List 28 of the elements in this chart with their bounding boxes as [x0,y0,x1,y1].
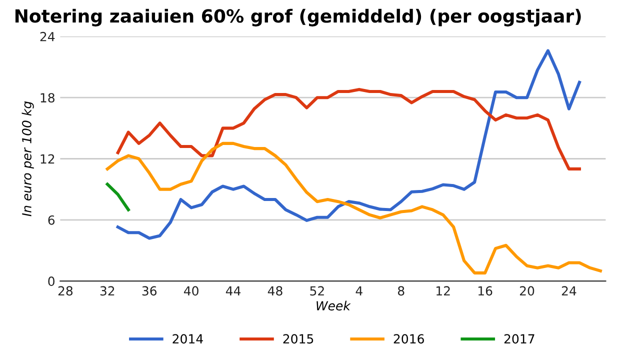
x-tick-label: 52 [310,286,324,296]
x-tick-label: 40 [184,286,198,296]
x-tick-label: 44 [226,286,241,296]
y-tick-label: 24 [40,32,55,42]
line-series [106,142,602,274]
x-tick-label: 28 [58,286,73,296]
legend-label: 2015 [283,334,314,344]
y-tick-label: 6 [48,215,55,225]
legend-label: 2017 [504,334,534,344]
legend-label: 2014 [172,334,203,344]
line-series [116,88,581,170]
line-series [116,49,581,240]
x-tick-label: 20 [520,286,534,296]
y-axis-title: In euro per 100 kg [22,101,34,216]
x-tick-label: 4 [356,286,362,296]
y-tick-label: 18 [40,93,54,103]
x-tick-label: 12 [436,286,450,296]
x-tick-label: 48 [268,286,282,296]
y-tick-label: 12 [40,154,54,164]
x-tick-label: 24 [562,286,576,296]
legend-label: 2016 [394,334,424,344]
x-tick-label: 8 [398,286,404,296]
x-axis-title: Week [316,300,351,310]
x-tick-label: 16 [478,286,492,296]
x-tick-label: 36 [142,286,157,296]
chart-title: Notering zaaiuien 60% grof (gemiddeld) (per oogstjaar) [15,8,581,26]
x-tick-label: 32 [100,286,114,296]
y-tick-label: 0 [48,276,54,286]
